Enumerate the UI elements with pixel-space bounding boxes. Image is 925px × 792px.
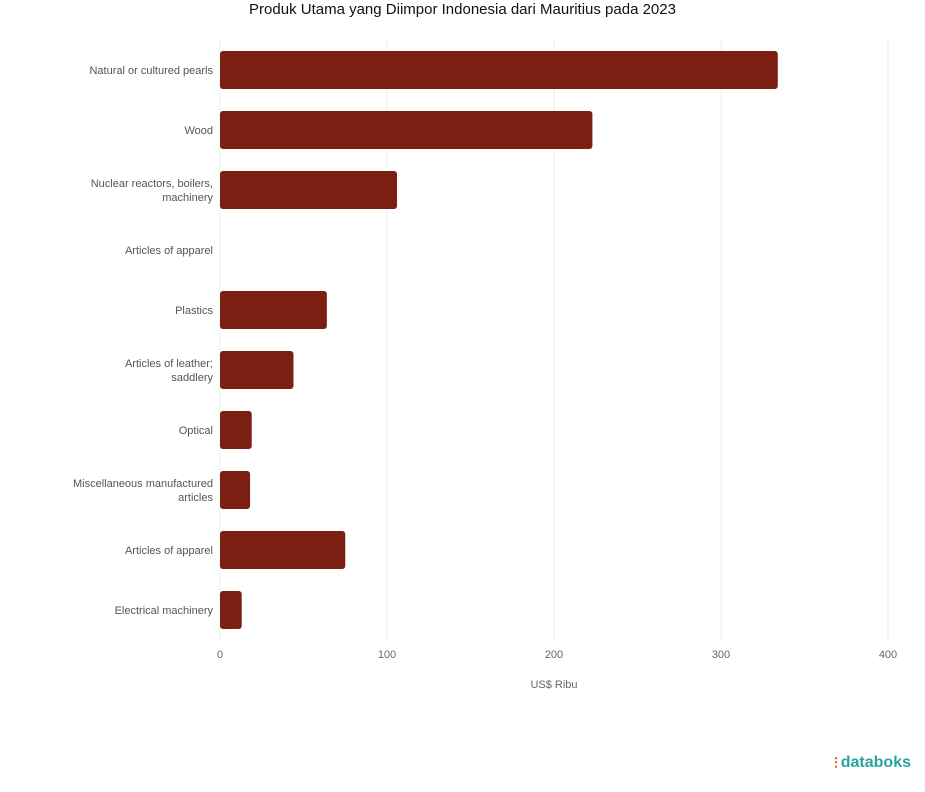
y-category-label: Plastics (175, 305, 213, 317)
x-tick-label: 300 (712, 649, 730, 661)
bar (220, 111, 593, 149)
databoks-logo: ⫶ databoks (834, 754, 911, 772)
bar (220, 351, 294, 389)
y-category-label: Wood (184, 125, 213, 137)
y-category-label: Electrical machinery (115, 605, 214, 617)
y-category-label: Miscellaneous manufactured articles (73, 478, 214, 504)
y-category-label: Articles of leather; saddlery (125, 358, 214, 384)
x-axis-label: US$ Ribu (530, 679, 577, 691)
y-category-label: Optical (179, 425, 213, 437)
bar (220, 591, 242, 629)
logo-icon: ⫶ (833, 754, 838, 772)
chart-title: Produk Utama yang Diimpor Indonesia dari… (249, 1, 676, 18)
bar (220, 471, 251, 509)
x-tick-label: 0 (217, 649, 223, 661)
x-tick-label: 100 (378, 649, 396, 661)
bar (220, 171, 398, 209)
y-category-label: Natural or cultured pearls (89, 65, 213, 77)
bar (220, 51, 778, 89)
y-category-label: Articles of apparel (125, 245, 213, 257)
bar (220, 531, 346, 569)
bar (220, 291, 327, 329)
x-tick-label: 200 (545, 649, 563, 661)
y-category-label: Nuclear reactors, boilers, machinery (91, 178, 214, 204)
logo-text: databoks (840, 754, 911, 771)
bar (220, 411, 252, 449)
y-category-label: Articles of apparel (125, 545, 213, 557)
x-tick-label: 400 (879, 649, 897, 661)
